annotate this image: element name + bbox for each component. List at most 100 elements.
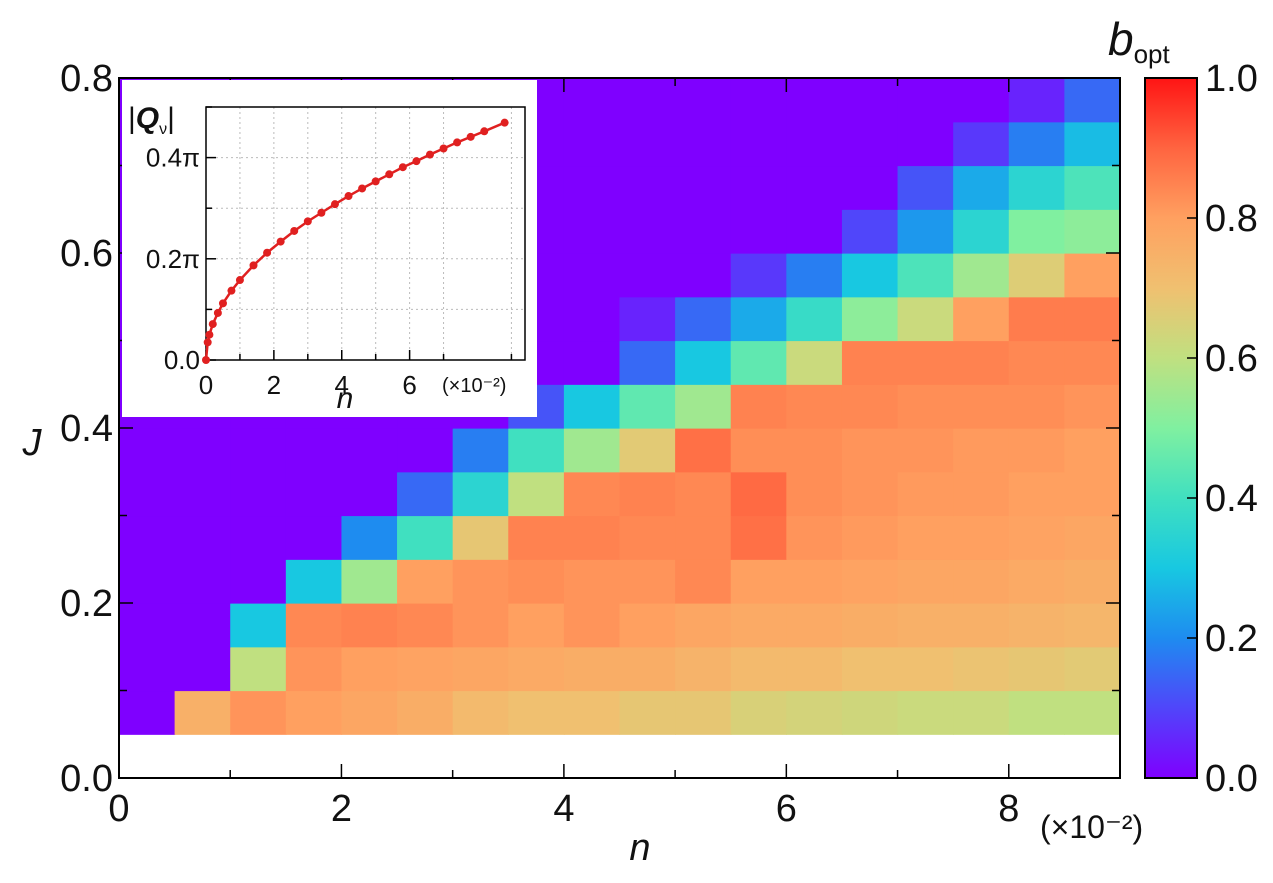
heatmap-cell xyxy=(786,471,843,517)
inset-y-label-part: ν xyxy=(159,121,167,138)
heatmap-cell xyxy=(563,471,621,517)
heatmap-cell xyxy=(786,121,843,167)
heatmap-cell xyxy=(174,428,231,473)
labels: J n (×10⁻²) bopt xyxy=(22,13,1171,869)
heatmap-cell xyxy=(730,428,787,473)
heatmap-cell xyxy=(563,165,621,210)
heatmap-cell xyxy=(786,428,843,473)
heatmap-cell xyxy=(953,253,1010,298)
heatmap-cell xyxy=(1064,78,1121,123)
heatmap-cell xyxy=(953,646,1010,692)
inset-x-tick-label: 0 xyxy=(199,370,213,400)
heatmap-cell xyxy=(1064,209,1121,254)
heatmap-cell xyxy=(174,690,231,735)
heatmap-cell xyxy=(1008,209,1065,254)
heatmap-cell xyxy=(452,428,509,473)
x-tick-label: 4 xyxy=(553,788,574,830)
heatmap-cell xyxy=(508,428,565,473)
colorbar-tick-label: 0.8 xyxy=(1205,198,1258,240)
heatmap-cell xyxy=(841,515,899,560)
heatmap-cell xyxy=(619,646,676,692)
heatmap-cell xyxy=(730,253,787,298)
inset-point xyxy=(202,356,210,364)
heatmap-cell xyxy=(675,603,732,648)
heatmap-cell xyxy=(174,559,231,604)
heatmap-cell xyxy=(119,428,176,473)
heatmap-cell xyxy=(730,559,787,604)
heatmap-cell xyxy=(953,559,1010,604)
heatmap-cell xyxy=(1008,690,1065,735)
heatmap-cell xyxy=(897,296,954,342)
heatmap-cell xyxy=(1008,559,1065,604)
heatmap-cell xyxy=(841,690,899,735)
heatmap-cell xyxy=(675,121,732,167)
inset-point xyxy=(276,237,285,246)
inset-y-label: |Qν| xyxy=(128,102,175,138)
heatmap-cell xyxy=(953,340,1010,385)
heatmap-cell xyxy=(786,646,843,692)
heatmap-cell xyxy=(452,471,509,517)
heatmap-cell xyxy=(953,209,1010,254)
heatmap-cell xyxy=(730,121,787,167)
inset-point xyxy=(205,330,214,339)
heatmap-cell xyxy=(1008,646,1065,692)
y-tick-label: 0.4 xyxy=(60,408,113,450)
heatmap-cell xyxy=(619,471,676,517)
heatmap-cell xyxy=(619,384,676,429)
inset-point xyxy=(371,177,380,186)
heatmap-cell xyxy=(174,471,231,517)
heatmap-cell xyxy=(619,603,676,648)
heatmap-cell xyxy=(341,646,398,692)
heatmap-cell xyxy=(675,165,732,210)
heatmap-cell xyxy=(786,253,843,298)
heatmap-cell xyxy=(341,515,398,560)
heatmap-cell xyxy=(119,690,176,735)
heatmap-cell xyxy=(1008,471,1065,517)
heatmap-cell xyxy=(730,296,787,342)
heatmap-cell xyxy=(786,559,843,604)
heatmap-cell xyxy=(508,690,565,735)
heatmap-cell xyxy=(841,559,899,604)
y-axis-label: J xyxy=(22,422,43,464)
x-multiplier: (×10⁻²) xyxy=(1040,809,1143,845)
inset-y-label-part: | xyxy=(167,102,175,135)
heatmap-cell xyxy=(230,471,287,517)
heatmap-cell xyxy=(786,209,843,254)
heatmap-cell xyxy=(619,296,676,342)
heatmap-cell xyxy=(1008,253,1065,298)
heatmap-cell xyxy=(563,121,621,167)
heatmap-cell xyxy=(675,253,732,298)
heatmap-cell xyxy=(119,559,176,604)
inset-point xyxy=(218,299,227,308)
heatmap-cell xyxy=(1008,428,1065,473)
colorbar-label-main: b xyxy=(1108,13,1134,65)
heatmap-cell xyxy=(841,471,899,517)
heatmap-cell xyxy=(786,165,843,210)
heatmap-cell xyxy=(786,515,843,560)
heatmap-cell xyxy=(1008,296,1065,342)
heatmap-cell xyxy=(897,471,954,517)
heatmap-cell xyxy=(897,209,954,254)
heatmap-cell xyxy=(1064,165,1121,210)
heatmap-cell xyxy=(619,559,676,604)
heatmap-cell xyxy=(841,646,899,692)
colorbar-label: bopt xyxy=(1108,13,1171,69)
colorbar-tick-label: 1.0 xyxy=(1205,58,1258,100)
heatmap-cell xyxy=(508,559,565,604)
heatmap-cell xyxy=(285,515,343,560)
inset-point xyxy=(203,338,212,347)
heatmap-cell xyxy=(953,515,1010,560)
heatmap-cell xyxy=(841,209,899,254)
inset-y-tick-label: 0.4π xyxy=(146,143,200,173)
inset-point xyxy=(439,144,448,153)
inset-point xyxy=(208,320,217,329)
heatmap-cell xyxy=(675,78,732,123)
y-tick-label: 0.8 xyxy=(60,58,113,100)
heatmap-cell xyxy=(563,690,621,735)
heatmap-cell xyxy=(730,384,787,429)
heatmap-cell xyxy=(841,165,899,210)
y-tick-label: 0.6 xyxy=(60,233,113,275)
heatmap-cell xyxy=(341,471,398,517)
heatmap-cell xyxy=(452,646,509,692)
heatmap-cell xyxy=(119,515,176,560)
